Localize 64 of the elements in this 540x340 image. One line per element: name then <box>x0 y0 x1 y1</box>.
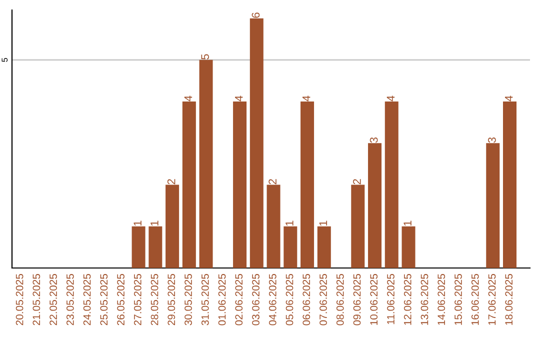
x-tick-label: 30.05.2025 <box>184 274 192 326</box>
x-tick-label: 01.06.2025 <box>218 274 226 326</box>
bar <box>182 102 196 268</box>
data-label: 2 <box>167 179 176 184</box>
data-label: 4 <box>302 96 310 102</box>
x-tick-label: 08.06.2025 <box>336 274 344 326</box>
bar <box>351 184 365 268</box>
data-label: 3 <box>488 137 496 143</box>
x-tick-label: 03.06.2025 <box>252 274 260 326</box>
data-label: 2 <box>268 179 276 184</box>
bar <box>132 226 146 268</box>
x-tick-label: 12.06.2025 <box>404 274 412 325</box>
x-tick-label: 26.05.2025 <box>117 274 124 326</box>
bar <box>233 102 247 268</box>
bar <box>266 184 280 268</box>
x-tick-label: 25.05.2025 <box>100 274 108 326</box>
bar <box>166 184 180 268</box>
x-tick-label: 15.06.2025 <box>454 274 462 325</box>
x-tick-label: 14.06.2025 <box>438 274 446 325</box>
x-tick-label: 22.05.2025 <box>50 274 57 326</box>
x-tick-label: 10.06.2025 <box>370 274 378 325</box>
x-tick-label: 21.05.2025 <box>32 274 40 326</box>
x-tick-label: 13.06.2025 <box>420 274 428 325</box>
bar <box>148 226 162 268</box>
bar <box>402 226 416 268</box>
bar <box>368 143 382 268</box>
data-label: 4 <box>504 96 513 102</box>
bar <box>250 18 264 268</box>
x-tick-label: 31.05.2025 <box>201 274 209 326</box>
x-tick-label: 23.05.2025 <box>66 274 74 326</box>
x-tick-label: 05.06.2025 <box>286 274 294 326</box>
data-label: 6 <box>252 12 260 18</box>
bar <box>503 102 516 268</box>
x-tick-label: 11.06.2025 <box>387 274 394 324</box>
x-tick-label: 29.05.2025 <box>168 274 176 326</box>
bar <box>384 102 398 268</box>
data-label: 1 <box>404 220 412 226</box>
data-label: 1 <box>134 220 142 226</box>
data-label: 5 <box>201 54 210 60</box>
data-label: 4 <box>235 96 243 102</box>
x-tick-label: 07.06.2025 <box>320 274 327 326</box>
x-tick-label: 06.06.2025 <box>302 274 310 326</box>
bar <box>300 102 314 268</box>
x-tick-label: 20.05.2025 <box>16 274 24 326</box>
data-label: 4 <box>386 96 395 102</box>
x-tick-label: 27.05.2025 <box>134 274 142 326</box>
x-tick-label: 18.06.2025 <box>505 274 513 325</box>
x-tick-label: 16.06.2025 <box>471 274 479 325</box>
x-tick-label: 09.06.2025 <box>353 274 361 326</box>
x-tick-label: 28.05.2025 <box>150 274 158 326</box>
bar <box>486 143 500 268</box>
data-label: 4 <box>184 96 192 102</box>
bar <box>317 226 331 268</box>
x-tick-label: 02.06.2025 <box>235 274 243 326</box>
data-label: 1 <box>150 220 158 226</box>
bar <box>199 60 213 268</box>
data-label: 3 <box>370 137 378 143</box>
x-tick-label: 04.06.2025 <box>268 274 276 326</box>
x-tick-label: 24.05.2025 <box>83 274 91 326</box>
bar <box>284 226 298 268</box>
data-label: 2 <box>353 179 361 184</box>
data-label: 1 <box>319 220 328 226</box>
data-label: 1 <box>286 220 294 226</box>
x-tick-label: 17.06.2025 <box>488 274 496 325</box>
